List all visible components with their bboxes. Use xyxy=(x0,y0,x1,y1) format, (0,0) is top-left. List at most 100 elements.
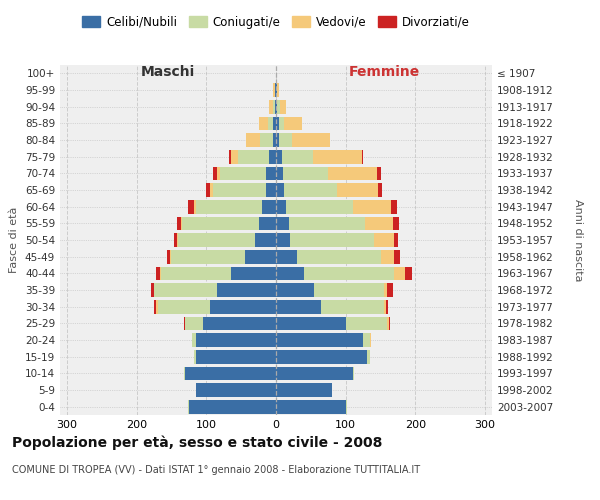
Bar xyxy=(196,333,276,347)
Bar xyxy=(292,133,331,147)
Bar xyxy=(346,316,388,330)
Bar xyxy=(370,333,371,347)
Bar xyxy=(273,83,275,97)
Bar xyxy=(384,283,388,297)
Bar xyxy=(276,300,321,314)
Bar xyxy=(276,333,363,347)
Bar xyxy=(276,400,346,413)
Bar xyxy=(353,366,354,380)
Bar xyxy=(272,100,275,114)
Bar xyxy=(275,83,276,97)
Bar xyxy=(167,250,170,264)
Bar xyxy=(284,183,337,197)
Bar xyxy=(229,150,231,164)
Bar xyxy=(245,250,276,264)
Bar xyxy=(276,283,314,297)
Bar xyxy=(156,300,158,314)
Bar xyxy=(156,266,160,280)
Bar xyxy=(151,283,154,297)
Bar xyxy=(276,133,280,147)
Bar xyxy=(259,116,268,130)
Bar xyxy=(189,400,276,413)
Bar xyxy=(160,266,161,280)
Bar xyxy=(321,300,384,314)
Bar xyxy=(388,283,393,297)
Bar xyxy=(281,150,313,164)
Text: Popolazione per età, sesso e stato civile - 2008: Popolazione per età, sesso e stato civil… xyxy=(12,435,382,450)
Bar xyxy=(172,250,245,264)
Bar xyxy=(276,366,353,380)
Bar xyxy=(217,283,276,297)
Bar xyxy=(313,150,362,164)
Bar xyxy=(210,300,276,314)
Bar xyxy=(231,150,238,164)
Bar xyxy=(184,366,185,380)
Bar xyxy=(394,266,405,280)
Bar xyxy=(374,233,394,247)
Bar xyxy=(170,250,172,264)
Bar xyxy=(304,266,394,280)
Y-axis label: Fasce di età: Fasce di età xyxy=(10,207,19,273)
Bar xyxy=(184,316,185,330)
Bar xyxy=(196,200,262,213)
Bar xyxy=(213,166,217,180)
Bar xyxy=(246,133,260,147)
Bar xyxy=(314,283,384,297)
Bar xyxy=(405,266,412,280)
Bar xyxy=(196,383,276,397)
Bar xyxy=(353,200,391,213)
Bar xyxy=(276,316,346,330)
Bar xyxy=(255,233,276,247)
Bar xyxy=(276,233,290,247)
Bar xyxy=(269,100,272,114)
Bar xyxy=(284,116,302,130)
Bar xyxy=(194,350,196,364)
Bar xyxy=(394,250,400,264)
Bar xyxy=(266,183,276,197)
Bar xyxy=(272,133,276,147)
Bar xyxy=(384,300,386,314)
Bar xyxy=(279,116,284,130)
Bar xyxy=(276,83,277,97)
Bar xyxy=(185,366,276,380)
Bar xyxy=(188,200,194,213)
Bar xyxy=(379,183,382,197)
Bar xyxy=(394,233,398,247)
Bar xyxy=(380,250,394,264)
Bar xyxy=(217,166,220,180)
Bar xyxy=(377,166,380,180)
Bar xyxy=(346,400,347,413)
Bar xyxy=(328,166,377,180)
Bar xyxy=(259,216,276,230)
Bar xyxy=(273,116,276,130)
Bar xyxy=(276,166,283,180)
Bar xyxy=(276,116,279,130)
Y-axis label: Anni di nascita: Anni di nascita xyxy=(573,198,583,281)
Bar xyxy=(363,333,370,347)
Bar xyxy=(262,200,276,213)
Bar xyxy=(231,266,276,280)
Bar xyxy=(362,150,363,164)
Bar xyxy=(196,350,276,364)
Bar xyxy=(213,183,266,197)
Bar xyxy=(220,166,266,180)
Bar xyxy=(210,183,213,197)
Bar xyxy=(289,216,365,230)
Legend: Celibi/Nubili, Coniugati/e, Vedovi/e, Divorziati/e: Celibi/Nubili, Coniugati/e, Vedovi/e, Di… xyxy=(77,11,475,34)
Bar xyxy=(393,216,398,230)
Bar xyxy=(238,150,269,164)
Bar xyxy=(182,216,259,230)
Bar xyxy=(277,100,280,114)
Bar xyxy=(283,166,328,180)
Bar xyxy=(277,83,280,97)
Bar xyxy=(280,133,292,147)
Bar xyxy=(276,100,277,114)
Bar xyxy=(178,233,255,247)
Bar xyxy=(191,333,193,347)
Bar xyxy=(260,133,272,147)
Bar xyxy=(177,233,178,247)
Bar xyxy=(173,233,177,247)
Bar xyxy=(388,316,389,330)
Bar xyxy=(276,200,286,213)
Bar xyxy=(280,100,286,114)
